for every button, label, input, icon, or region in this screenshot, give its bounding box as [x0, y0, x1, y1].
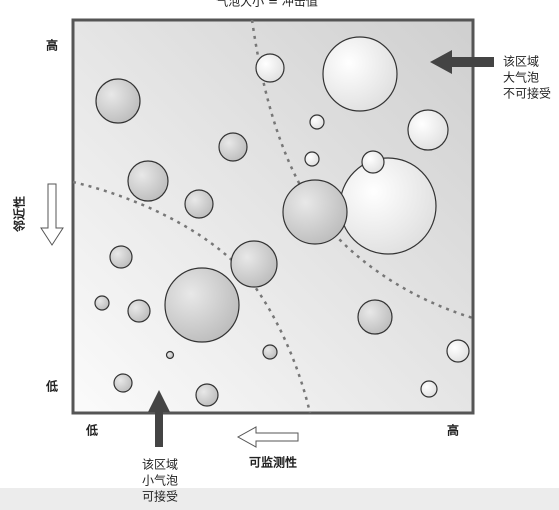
arrow-left — [430, 50, 494, 74]
bubble — [407, 109, 449, 151]
bubbles — [94, 36, 470, 407]
bubble — [109, 245, 133, 269]
hollow-arrow-down — [40, 183, 64, 246]
bubble — [322, 36, 398, 112]
bubble — [195, 383, 219, 407]
bubble — [309, 114, 325, 130]
bubble — [420, 380, 438, 398]
bubble — [304, 151, 320, 167]
bubble — [164, 267, 240, 343]
bubble — [339, 157, 437, 255]
note-line: 该区域 — [503, 55, 539, 69]
x-high: 高 — [447, 423, 459, 438]
bubble — [95, 78, 141, 124]
y-high: 高 — [46, 38, 58, 53]
bubble — [357, 299, 393, 335]
bubble — [446, 339, 470, 363]
bubble — [113, 373, 133, 393]
hollow-arrow-left — [236, 426, 299, 448]
y-low: 低 — [45, 379, 58, 394]
footer-band — [0, 488, 559, 510]
x-low: 低 — [85, 423, 98, 438]
note-line: 不可接受 — [503, 86, 551, 101]
note-top-right: 该区域 大气泡 不可接受 — [503, 55, 551, 101]
bubble — [282, 179, 348, 245]
bubble — [165, 350, 175, 360]
boundary-low — [72, 180, 312, 414]
note-line: 该区域 — [142, 458, 178, 472]
bubble — [127, 299, 151, 323]
arrow-up — [148, 390, 170, 447]
bubble — [184, 189, 214, 219]
bubble — [361, 150, 385, 174]
bubble — [262, 344, 278, 360]
bubble — [218, 132, 248, 162]
title: 气泡大小 = 冲击值 — [216, 0, 318, 9]
note-line: 大气泡 — [503, 70, 539, 85]
bubble — [127, 160, 169, 202]
note-line: 可接受 — [142, 489, 178, 504]
bubble — [94, 295, 110, 311]
note-line: 小气泡 — [142, 473, 178, 488]
bubble — [230, 240, 278, 288]
note-bottom: 该区域 小气泡 可接受 — [142, 458, 178, 504]
bubble — [255, 53, 285, 83]
x-axis-label: 可监测性 — [249, 455, 297, 470]
y-axis-label: 邻近性 — [12, 196, 27, 233]
